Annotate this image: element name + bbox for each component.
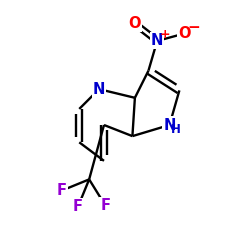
- Text: −: −: [188, 20, 200, 35]
- Text: F: F: [73, 199, 83, 214]
- Text: H: H: [171, 124, 180, 136]
- Text: F: F: [57, 183, 67, 198]
- Text: N: N: [151, 34, 163, 48]
- Text: F: F: [100, 198, 110, 213]
- Text: N: N: [93, 82, 105, 97]
- Text: O: O: [178, 26, 190, 41]
- Text: O: O: [129, 16, 141, 31]
- Text: +: +: [160, 28, 170, 40]
- Text: N: N: [163, 118, 176, 132]
